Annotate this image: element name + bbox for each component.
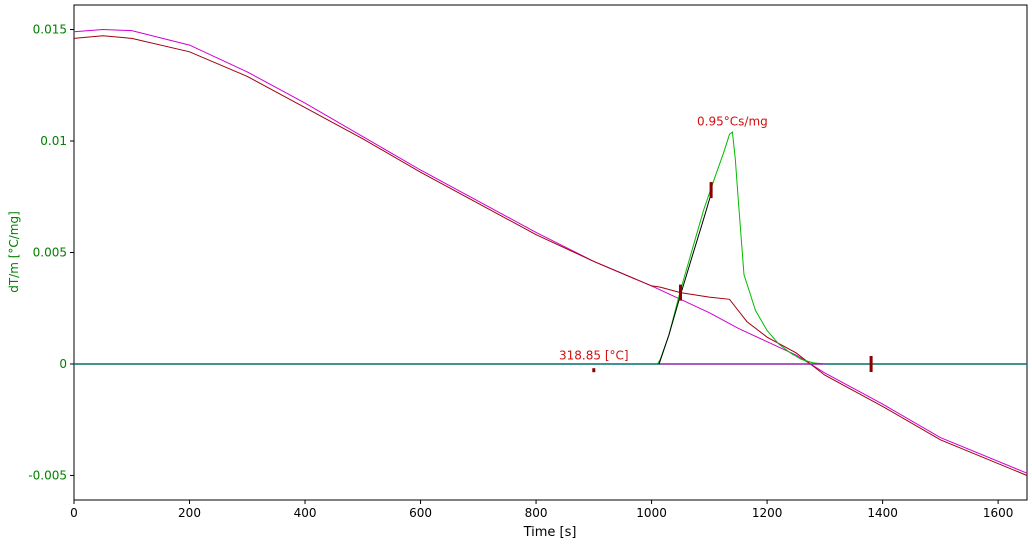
x-tick-label: 400: [294, 506, 317, 520]
cursor-marker: [592, 368, 596, 373]
x-axis-ticks: 0 200 400 600 800 1000 1200 1400 1600: [70, 500, 1013, 520]
annotation-label: 0.95°Cs/mg: [697, 114, 768, 128]
cursor-marker: [709, 182, 713, 199]
cursor-marker: [679, 284, 682, 301]
series-line-4: [658, 189, 713, 365]
y-axis-ticks: 0.015 0.01 0.005 0 -0.005: [28, 23, 74, 482]
x-axis-title: Time [s]: [523, 525, 577, 540]
y-axis-title: dT/m [°C/mg]: [7, 211, 21, 293]
plot-frame: [73, 4, 1028, 501]
y-tick-label: 0.015: [33, 23, 67, 37]
x-tick-label: 1000: [636, 506, 667, 520]
annotations-layer: 0.95°Cs/mg 318.85 [°C]: [559, 114, 768, 362]
y-tick-label: 0: [59, 357, 67, 371]
y-tick-label: 0.005: [33, 246, 67, 260]
x-tick-label: 200: [178, 506, 201, 520]
series-line-0: [73, 28, 1028, 474]
x-tick-label: 1200: [752, 506, 783, 520]
y-tick-label: 0.01: [40, 134, 67, 148]
x-tick-label: 1400: [867, 506, 898, 520]
series-line-1: [73, 35, 1028, 476]
x-tick-label: 600: [409, 506, 432, 520]
y-tick-label: -0.005: [28, 468, 67, 482]
cursor-marker: [869, 356, 873, 372]
annotation-label: 318.85 [°C]: [559, 349, 629, 363]
x-tick-label: 0: [70, 506, 78, 520]
series-layer: [73, 28, 1028, 476]
series-line-2: [74, 131, 1027, 365]
x-tick-label: 1600: [983, 506, 1014, 520]
markers-layer: [592, 182, 873, 373]
x-tick-label: 800: [525, 506, 548, 520]
